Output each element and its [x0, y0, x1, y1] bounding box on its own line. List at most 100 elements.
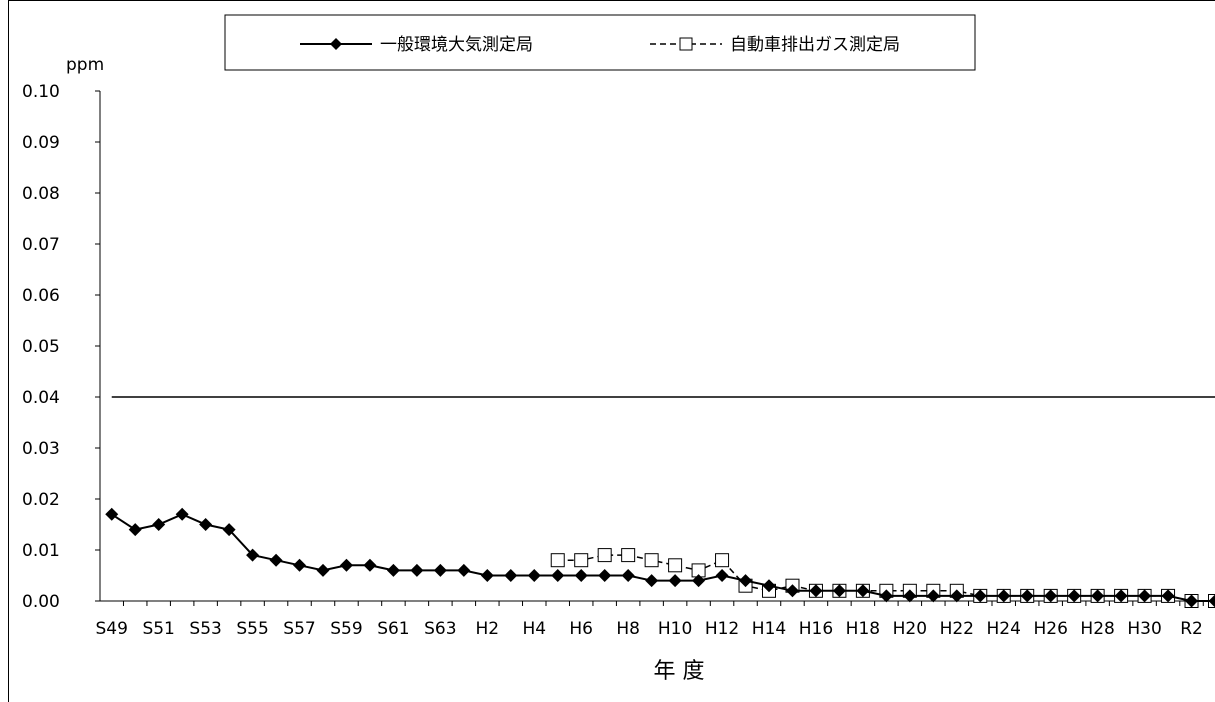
y-tick-label: 0.04: [22, 388, 60, 408]
data-point: [574, 569, 588, 582]
x-tick-label: S61: [377, 619, 409, 639]
x-tick-label: R2: [1180, 619, 1203, 639]
legend-box: [224, 14, 976, 71]
x-tick-label: S53: [189, 619, 221, 639]
x-tick-label: H18: [846, 619, 880, 639]
data-point: [1114, 589, 1128, 603]
data-point: [550, 553, 565, 568]
data-point: [715, 553, 730, 568]
data-point: [973, 589, 987, 603]
data-point: [551, 569, 565, 582]
y-tick-label: 0.03: [22, 439, 60, 459]
x-tick-label: H8: [616, 619, 640, 639]
x-tick-label: H10: [658, 619, 692, 639]
x-tick-label: H6: [569, 619, 593, 639]
data-point: [363, 558, 377, 572]
data-point: [621, 548, 636, 563]
x-tick-label: S59: [330, 619, 362, 639]
x-tick-label: H26: [1033, 619, 1067, 639]
legend-label-roadside: 自動車排出ガス測定局: [730, 35, 900, 55]
data-point: [809, 584, 823, 598]
data-point: [574, 553, 589, 568]
x-tick-label: H22: [940, 619, 974, 639]
data-point: [597, 548, 612, 563]
data-point: [668, 574, 682, 588]
y-tick-label: 0.10: [22, 82, 60, 102]
data-point: [316, 563, 330, 577]
data-point: [222, 523, 236, 537]
y-tick-label: 0.06: [22, 286, 60, 306]
data-point: [527, 569, 541, 582]
data-point: [1044, 589, 1058, 603]
series-layer: [105, 507, 1215, 608]
x-tick-label: S63: [424, 619, 456, 639]
data-point: [879, 589, 893, 603]
data-point: [457, 563, 471, 577]
data-point: [246, 548, 260, 562]
legend-item-roadside: 自動車排出ガス測定局: [650, 35, 900, 55]
data-point: [715, 569, 729, 582]
data-point: [433, 563, 447, 577]
y-axis: 0.00 0.01 0.02 0.03 0.04 0.05 0.06 0.07 0.08 0.09…: [22, 82, 1215, 612]
data-point: [856, 584, 870, 598]
legend: 一般環境大気測定局 自動車排出ガス測定局: [224, 14, 976, 71]
data-point: [762, 579, 776, 593]
y-tick-label: 0.09: [22, 133, 60, 153]
data-point: [903, 589, 917, 603]
data-point: [598, 569, 612, 582]
y-tick-label: 0.02: [22, 490, 60, 510]
y-tick-label: 0.08: [22, 184, 60, 204]
y-tick-label: 0.01: [22, 541, 60, 561]
x-tick-label: S57: [283, 619, 315, 639]
data-point: [128, 523, 142, 537]
x-axis-title: 年 度: [654, 659, 705, 684]
data-point: [645, 574, 659, 588]
data-point: [339, 558, 353, 572]
legend-marker-roadside: [679, 37, 693, 51]
data-point: [785, 584, 799, 598]
data-point: [1091, 589, 1105, 603]
data-point: [175, 507, 189, 521]
data-point: [644, 553, 659, 568]
x-tick-label: H4: [522, 619, 546, 639]
data-point: [1138, 589, 1152, 603]
data-point: [621, 569, 635, 582]
x-tick-label: H16: [799, 619, 833, 639]
x-tick-label: S49: [96, 619, 128, 639]
data-point: [1161, 589, 1175, 603]
x-tick-label: S51: [142, 619, 174, 639]
data-point: [105, 507, 119, 521]
data-point: [480, 569, 494, 582]
x-tick-label: H24: [987, 619, 1021, 639]
data-point: [692, 574, 706, 588]
legend-marker-general: [330, 38, 342, 50]
x-tick-label: H14: [752, 619, 786, 639]
x-tick-label: H28: [1080, 619, 1114, 639]
data-point: [504, 569, 518, 582]
series-general: [105, 507, 1215, 608]
x-tick-label: H2: [476, 619, 500, 639]
data-point: [668, 558, 683, 573]
x-tick-label: H20: [893, 619, 927, 639]
y-tick-label: 0.07: [22, 235, 60, 255]
y-tick-label: 0.05: [22, 337, 60, 357]
y-axis-title: ppm: [66, 55, 104, 75]
data-point: [1067, 589, 1081, 603]
x-tick-label: S55: [236, 619, 268, 639]
data-point: [1208, 594, 1215, 608]
data-point: [926, 589, 940, 603]
data-point: [739, 574, 753, 588]
data-point: [1020, 589, 1034, 603]
data-point: [386, 563, 400, 577]
x-tick-label: H30: [1127, 619, 1161, 639]
data-point: [950, 589, 964, 603]
data-point: [199, 518, 213, 531]
x-tick-label: H12: [705, 619, 739, 639]
y-tick-label: 0.00: [22, 592, 60, 612]
legend-item-general: 一般環境大気測定局: [300, 35, 533, 55]
x-axis: S49 S51 S53 S55 S57 S59 S61 S63 H2 H4 H6 H8 H10 H12 H1…: [96, 601, 1204, 639]
data-point: [1185, 594, 1199, 608]
data-point: [832, 584, 846, 598]
data-point: [269, 553, 283, 567]
